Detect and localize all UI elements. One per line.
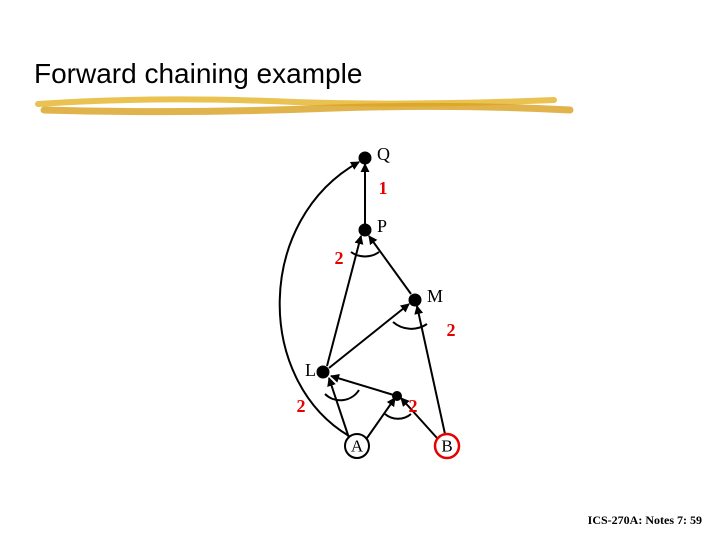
forward-chaining-diagram: Q P M L A B 1 2 2 2 2 — [265, 140, 505, 480]
svg-text:Q: Q — [377, 144, 390, 164]
svg-text:2: 2 — [297, 396, 306, 416]
svg-text:B: B — [441, 437, 452, 456]
svg-text:2: 2 — [409, 396, 418, 416]
page-title: Forward chaining example — [34, 58, 362, 90]
svg-text:A: A — [351, 437, 364, 456]
svg-text:P: P — [377, 216, 387, 236]
svg-text:L: L — [305, 360, 316, 380]
svg-text:2: 2 — [335, 248, 344, 268]
title-underline — [34, 94, 574, 116]
slide-footer: ICS-270A: Notes 7: 59 — [588, 513, 702, 528]
svg-text:1: 1 — [379, 178, 388, 198]
svg-text:M: M — [427, 286, 443, 306]
svg-text:2: 2 — [447, 320, 456, 340]
